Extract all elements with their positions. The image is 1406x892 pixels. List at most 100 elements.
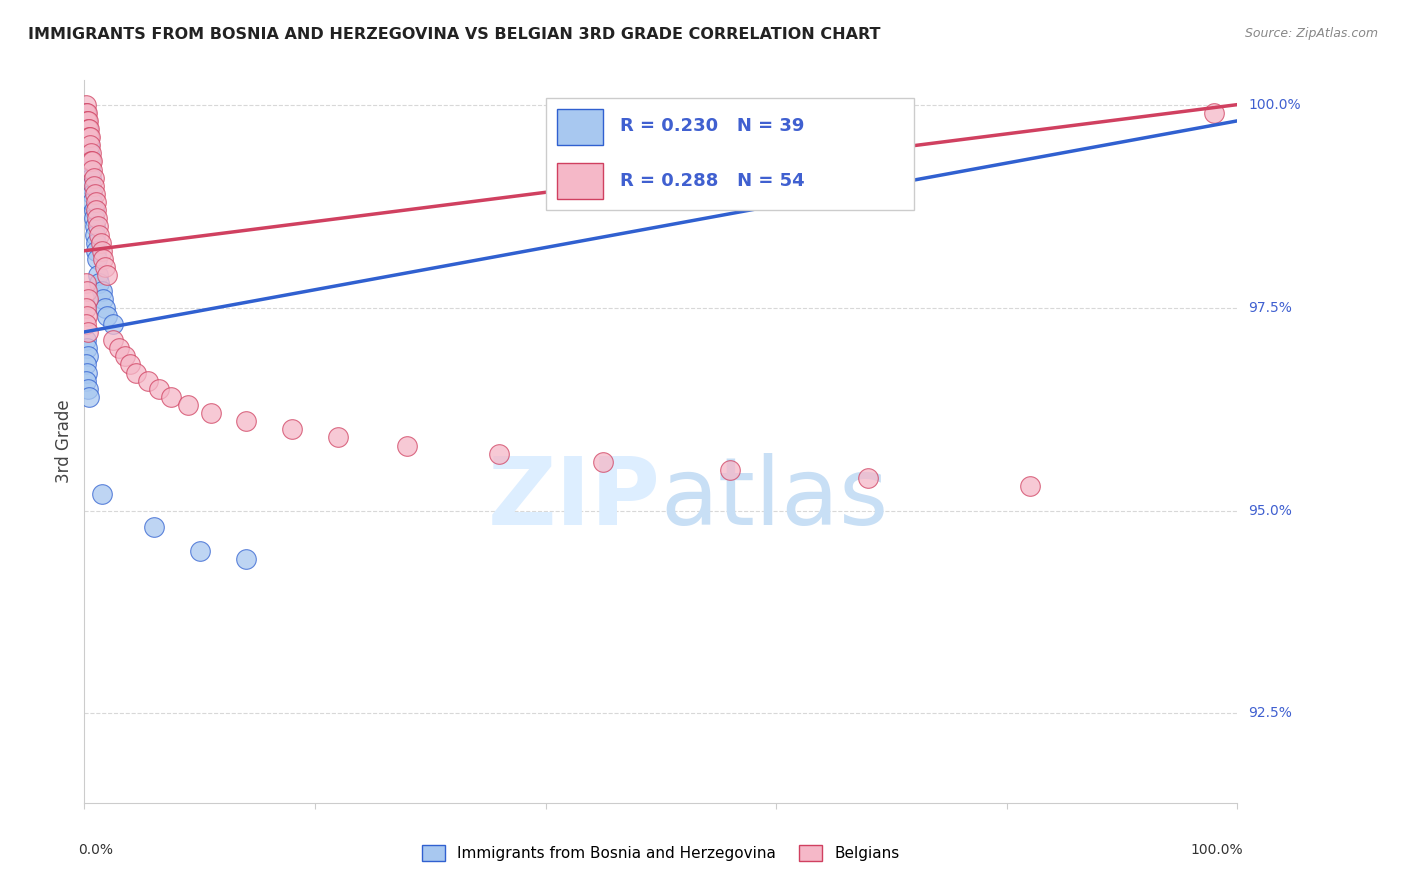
- Y-axis label: 3rd Grade: 3rd Grade: [55, 400, 73, 483]
- Point: [76, 114, 98, 128]
- Point: [592, 455, 614, 469]
- Text: 100.0%: 100.0%: [1191, 843, 1243, 856]
- Point: [76, 122, 98, 136]
- Point: [90, 285, 112, 299]
- Point: [83, 219, 105, 234]
- Point: [77, 146, 100, 161]
- Point: [84, 235, 107, 250]
- FancyBboxPatch shape: [557, 163, 603, 200]
- Point: [80, 154, 103, 169]
- Point: [142, 520, 165, 534]
- Point: [76, 325, 98, 339]
- Point: [114, 349, 136, 363]
- Point: [103, 333, 124, 347]
- Point: [94, 301, 117, 315]
- Point: [80, 178, 103, 193]
- Point: [83, 170, 105, 185]
- Point: [177, 398, 200, 412]
- Text: 92.5%: 92.5%: [1249, 706, 1292, 721]
- FancyBboxPatch shape: [546, 98, 914, 211]
- Point: [75, 277, 97, 291]
- Point: [76, 114, 98, 128]
- Legend: Immigrants from Bosnia and Herzegovina, Belgians: Immigrants from Bosnia and Herzegovina, …: [416, 839, 905, 867]
- Point: [76, 382, 98, 396]
- Point: [1204, 105, 1226, 120]
- Point: [91, 252, 114, 266]
- Point: [86, 252, 108, 266]
- Text: Source: ZipAtlas.com: Source: ZipAtlas.com: [1244, 27, 1378, 40]
- Point: [91, 293, 114, 307]
- Point: [76, 341, 98, 355]
- Point: [84, 244, 107, 258]
- Text: 95.0%: 95.0%: [1249, 504, 1292, 517]
- Point: [76, 349, 98, 363]
- Point: [89, 227, 111, 242]
- Point: [108, 341, 131, 355]
- Text: 100.0%: 100.0%: [1249, 97, 1301, 112]
- Point: [76, 309, 98, 323]
- Point: [79, 130, 101, 145]
- Point: [86, 211, 108, 226]
- Point: [188, 544, 211, 558]
- Point: [281, 422, 304, 436]
- Point: [76, 366, 98, 380]
- Text: R = 0.288   N = 54: R = 0.288 N = 54: [620, 172, 806, 190]
- Point: [79, 138, 101, 153]
- Point: [83, 186, 105, 201]
- Point: [75, 301, 97, 315]
- Point: [94, 260, 117, 274]
- Point: [87, 219, 110, 234]
- Point: [79, 162, 101, 177]
- Point: [75, 374, 97, 388]
- Point: [84, 195, 107, 210]
- FancyBboxPatch shape: [557, 109, 603, 145]
- Point: [76, 114, 98, 128]
- Point: [76, 130, 98, 145]
- Point: [75, 358, 97, 372]
- Point: [77, 390, 100, 404]
- Point: [82, 186, 104, 201]
- Point: [90, 487, 112, 501]
- Point: [76, 293, 98, 307]
- Point: [90, 244, 112, 258]
- Point: [82, 162, 104, 177]
- Point: [235, 414, 257, 428]
- Point: [76, 105, 98, 120]
- Point: [120, 358, 142, 372]
- Point: [75, 105, 97, 120]
- Point: [125, 366, 148, 380]
- Point: [488, 447, 510, 461]
- Point: [82, 195, 104, 210]
- Text: 0.0%: 0.0%: [79, 843, 114, 856]
- Point: [75, 97, 97, 112]
- Point: [396, 439, 419, 453]
- Point: [76, 122, 98, 136]
- Text: IMMIGRANTS FROM BOSNIA AND HERZEGOVINA VS BELGIAN 3RD GRADE CORRELATION CHART: IMMIGRANTS FROM BOSNIA AND HERZEGOVINA V…: [28, 27, 880, 42]
- Point: [80, 170, 103, 185]
- Point: [235, 552, 257, 566]
- Point: [75, 105, 97, 120]
- Point: [200, 406, 222, 420]
- Point: [75, 333, 97, 347]
- Point: [83, 227, 105, 242]
- Point: [83, 211, 105, 226]
- Point: [87, 268, 110, 282]
- Point: [83, 203, 105, 218]
- Point: [96, 268, 118, 282]
- Point: [79, 154, 101, 169]
- Point: [858, 471, 880, 485]
- Text: ZIP: ZIP: [488, 453, 661, 545]
- Point: [84, 203, 107, 218]
- Point: [75, 317, 97, 331]
- Point: [718, 463, 741, 477]
- Point: [77, 138, 100, 153]
- Point: [83, 178, 105, 193]
- Point: [89, 277, 111, 291]
- Point: [160, 390, 183, 404]
- Point: [136, 374, 159, 388]
- Point: [96, 309, 118, 323]
- Point: [80, 146, 103, 161]
- Point: [76, 285, 98, 299]
- Text: atlas: atlas: [661, 453, 889, 545]
- Point: [77, 130, 100, 145]
